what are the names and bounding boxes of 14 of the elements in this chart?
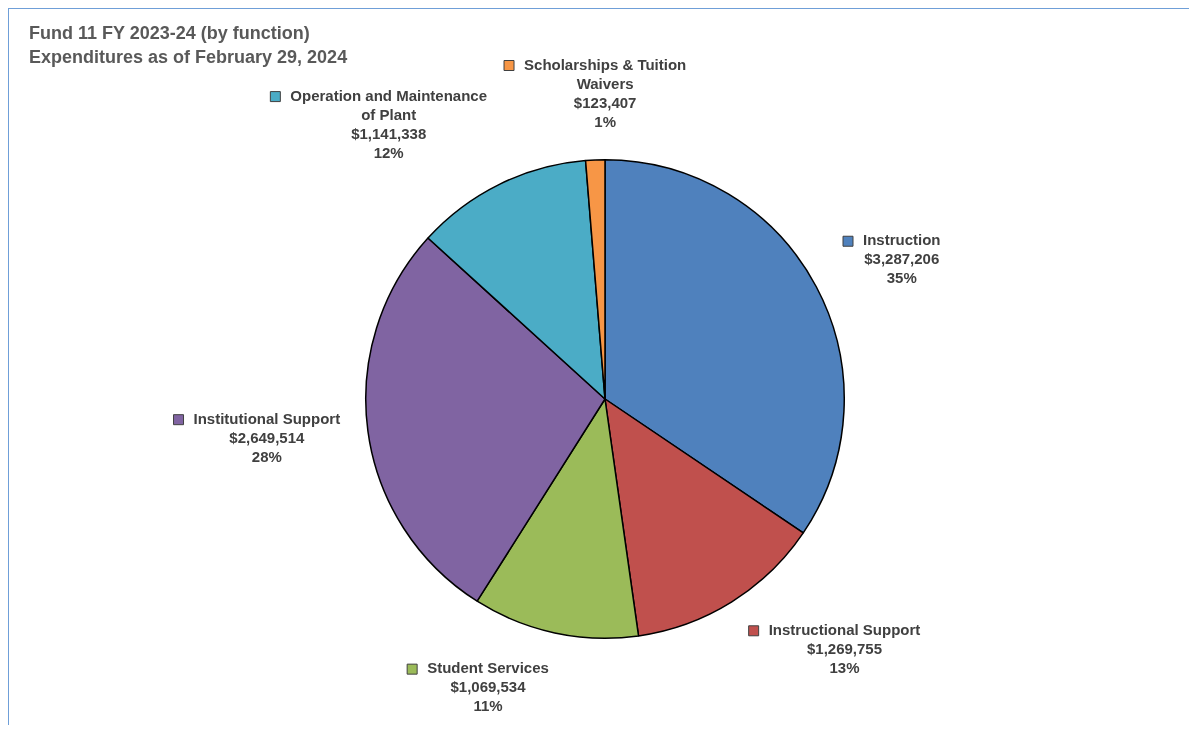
data-label: $1,269,755 13% — [806, 639, 883, 676]
data-label: $1,141,338 12% — [351, 124, 427, 161]
chart-title: Fund 11 FY 2023-24 (by function) — [29, 22, 311, 45]
chart-subtitle: Expenditures as of February 29, 2024 — [29, 46, 348, 69]
legend-label: Scholarships & Tuition Waivers — [524, 55, 687, 92]
legend-label: Instructional Support — [768, 620, 921, 638]
data-label: $3,287,206 35% — [864, 250, 940, 287]
data-label: $123,407 1% — [573, 93, 637, 130]
legend-label: Instruction — [863, 231, 941, 249]
legend-label: Operation and Maintenance of Plant — [290, 86, 488, 123]
data-label: $1,069,534 11% — [450, 678, 527, 715]
data-label: $2,649,514 28% — [229, 428, 306, 465]
legend-label: Institutional Support — [193, 409, 341, 427]
legend-label: Student Services — [427, 659, 549, 677]
